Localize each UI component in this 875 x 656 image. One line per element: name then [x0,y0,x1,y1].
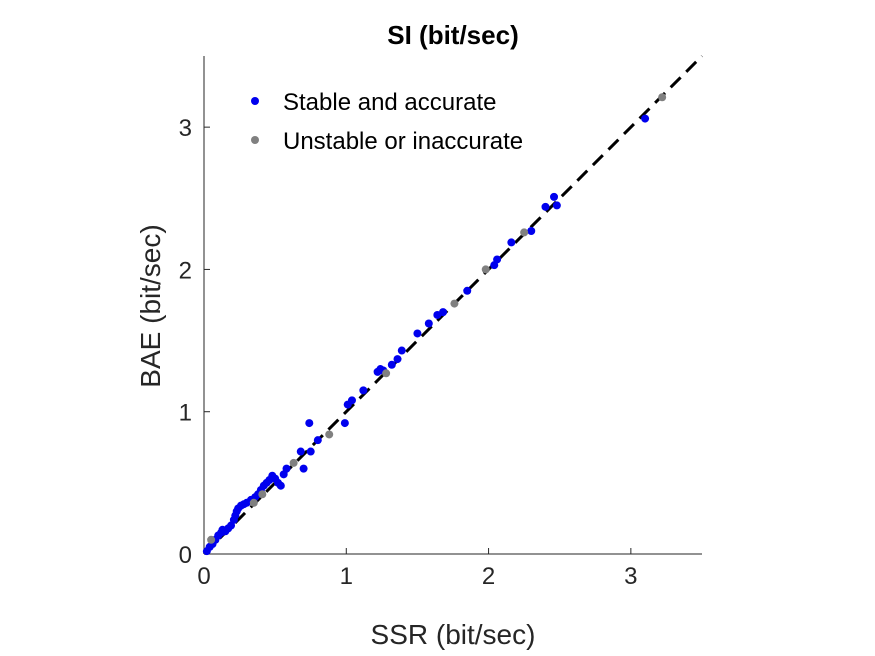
data-point [393,355,402,364]
data-point [296,447,305,456]
axes: 0 1 2 3 0 1 2 3 [179,56,702,590]
legend-entry: Unstable or inaccurate [283,128,523,155]
chart-title: SI (bit/sec) [387,20,518,50]
data-point [340,419,349,428]
data-point [258,490,267,499]
data-point [313,436,322,445]
x-tick-label: 1 [340,563,353,590]
y-tick-label: 0 [179,542,192,569]
legend: Stable and accurate Unstable or inaccurat… [251,89,523,155]
data-point [306,447,315,456]
y-tick-label: 3 [179,115,192,142]
data-point [382,369,391,378]
data-point [325,430,334,439]
data-point [207,535,216,544]
y-tick-label: 1 [179,400,192,427]
data-point [520,228,529,237]
x-tick-label: 3 [624,563,637,590]
data-point [359,386,368,395]
data-point [493,255,502,264]
data-point [463,286,472,295]
data-point [282,464,291,473]
series-stable-and-accurate [202,114,650,556]
data-point [299,464,308,473]
data-point [507,238,516,247]
data-point [413,329,422,338]
data-point [658,93,667,102]
data-point [387,360,396,369]
data-point [249,498,258,507]
data-point [424,319,433,328]
data-point [305,419,314,428]
data-point [289,458,298,467]
data-points [202,93,667,556]
data-point [541,202,550,211]
x-axis-label: SSR (bit/sec) [371,619,536,650]
data-point [276,481,285,490]
data-point [552,201,561,210]
legend-marker [251,97,259,105]
data-point [439,308,448,317]
data-point [641,114,650,123]
data-point [397,346,406,355]
data-point [550,192,559,201]
series-unstable-or-inaccurate [207,93,667,544]
y-axis-label: BAE (bit/sec) [135,224,166,387]
data-point [527,227,536,236]
legend-marker [251,136,259,144]
legend-entry: Stable and accurate [283,89,496,116]
x-tick-label: 0 [197,563,210,590]
data-point [481,265,490,274]
data-point [450,299,459,308]
y-tick-label: 2 [179,257,192,284]
data-point [347,396,356,405]
x-tick-label: 2 [482,563,495,590]
